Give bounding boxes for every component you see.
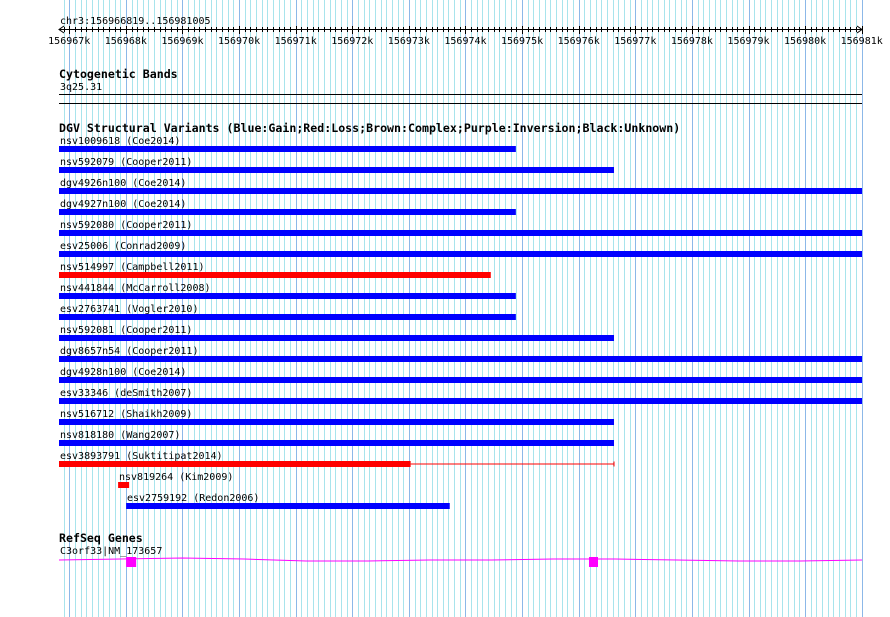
sv-feature-bar[interactable] <box>59 167 615 173</box>
sv-feature[interactable]: dgv4927n100 (Coe2014) <box>59 199 516 215</box>
ruler-tick-label: 156970k <box>218 36 260 47</box>
sv-feature-label: nsv441844 (McCarroll2008) <box>60 283 211 294</box>
sv-feature[interactable]: dgv8657n54 (Cooper2011) <box>59 346 862 362</box>
ruler-tick-label: 156981k <box>841 36 883 47</box>
sv-feature-bar[interactable] <box>59 461 411 467</box>
sv-feature-label: esv2763741 (Vogler2010) <box>60 304 198 315</box>
sv-feature[interactable]: nsv441844 (McCarroll2008) <box>59 283 516 299</box>
ruler-tick-label: 156973k <box>388 36 430 47</box>
ruler[interactable]: 156967k 156968k 156969k 156970k 156971k 15697… <box>48 25 883 47</box>
gene-exon[interactable] <box>126 557 137 567</box>
ruler-tick-label: 156976k <box>558 36 600 47</box>
ruler-tick-label: 156980k <box>784 36 826 47</box>
sv-feature-bar[interactable] <box>59 146 516 152</box>
refseq-track-title[interactable]: RefSeq Genes <box>59 531 143 545</box>
sv-feature[interactable]: esv33346 (deSmith2007) <box>59 388 862 404</box>
sv-feature-bar[interactable] <box>59 188 862 194</box>
dgv-track-title[interactable]: DGV Structural Variants (Blue:Gain;Red:L… <box>59 121 680 135</box>
gene-exon[interactable] <box>588 557 598 567</box>
dgv-features: nsv1009618 (Coe2014) nsv592079 (Cooper201… <box>59 136 862 509</box>
sv-feature-bar[interactable] <box>59 377 862 383</box>
ruler-tick-label: 156971k <box>275 36 317 47</box>
gene-intron-line <box>58 557 863 562</box>
sv-feature[interactable]: nsv592080 (Cooper2011) <box>59 220 862 236</box>
cyto-track-title[interactable]: Cytogenetic Bands <box>59 67 178 81</box>
sv-feature-label: nsv514997 (Campbell2011) <box>60 262 205 273</box>
sv-feature-label: dgv4927n100 (Coe2014) <box>60 199 186 210</box>
sv-feature-label: dgv4928n100 (Coe2014) <box>60 367 186 378</box>
sv-feature[interactable]: nsv592079 (Cooper2011) <box>59 157 615 173</box>
sv-feature[interactable]: dgv4926n100 (Coe2014) <box>59 178 862 194</box>
grid-lines <box>64 0 863 617</box>
sv-feature-bar[interactable] <box>59 314 516 320</box>
sv-feature-label: dgv8657n54 (Cooper2011) <box>60 346 198 357</box>
sv-feature[interactable]: nsv514997 (Campbell2011) <box>59 262 491 278</box>
ruler-tick-label: 156977k <box>614 36 656 47</box>
ruler-tick-label: 156975k <box>501 36 543 47</box>
sv-feature[interactable]: esv3893791 (Suktitipat2014) <box>59 451 615 467</box>
sv-feature-bar[interactable] <box>59 230 862 236</box>
sv-feature-bar[interactable] <box>59 272 491 278</box>
sv-feature-bar[interactable] <box>59 209 516 215</box>
sv-feature-bar[interactable] <box>59 335 615 341</box>
sv-feature[interactable]: nsv818180 (Wang2007) <box>59 430 615 446</box>
sv-feature-label: nsv516712 (Shaikh2009) <box>60 409 192 420</box>
sv-feature[interactable]: nsv1009618 (Coe2014) <box>59 136 516 152</box>
sv-feature-bar[interactable] <box>59 419 615 425</box>
sv-feature-bar[interactable] <box>59 356 862 362</box>
sv-feature[interactable]: dgv4928n100 (Coe2014) <box>59 367 862 383</box>
sv-feature[interactable]: nsv592081 (Cooper2011) <box>59 325 615 341</box>
sv-feature-bar[interactable] <box>126 503 450 509</box>
ruler-tick-label: 156967k <box>48 36 90 47</box>
region-label: chr3:156966819..156981005 <box>60 16 211 27</box>
sv-feature-label: esv3893791 (Suktitipat2014) <box>60 451 223 462</box>
ruler-tick-label: 156972k <box>331 36 373 47</box>
sv-feature[interactable]: esv2763741 (Vogler2010) <box>59 304 516 320</box>
sv-feature-label: nsv592081 (Cooper2011) <box>60 325 192 336</box>
sv-feature-bar[interactable] <box>59 251 862 257</box>
sv-feature-bar[interactable] <box>59 293 516 299</box>
ruler-tick-label: 156974k <box>444 36 486 47</box>
ruler-tick-label: 156968k <box>105 36 147 47</box>
sv-feature-label: esv33346 (deSmith2007) <box>60 388 192 399</box>
gene-model[interactable] <box>58 557 863 567</box>
sv-feature-label: nsv592079 (Cooper2011) <box>60 157 192 168</box>
sv-feature-label: nsv1009618 (Coe2014) <box>60 136 180 147</box>
sv-feature-label: esv2759192 (Redon2006) <box>127 493 259 504</box>
sv-feature-label: esv25006 (Conrad2009) <box>60 241 186 252</box>
sv-feature-label: dgv4926n100 (Coe2014) <box>60 178 186 189</box>
cyto-band-label: 3q25.31 <box>60 82 102 93</box>
sv-feature[interactable]: nsv819264 (Kim2009) <box>118 472 233 488</box>
ruler-tick-label: 156979k <box>727 36 769 47</box>
sv-feature[interactable]: esv2759192 (Redon2006) <box>126 493 450 509</box>
ruler-tick-label: 156969k <box>161 36 203 47</box>
scroll-left-arrow-icon[interactable] <box>58 25 65 34</box>
sv-feature[interactable]: esv25006 (Conrad2009) <box>59 241 862 257</box>
sv-feature-label: nsv592080 (Cooper2011) <box>60 220 192 231</box>
ruler-tick-label: 156978k <box>671 36 713 47</box>
sv-feature-bar[interactable] <box>59 398 862 404</box>
sv-feature-bar[interactable] <box>59 440 615 446</box>
gene-label[interactable]: C3orf33|NM_173657 <box>60 546 162 557</box>
sv-feature[interactable]: nsv516712 (Shaikh2009) <box>59 409 615 425</box>
sv-feature-bar[interactable] <box>118 482 130 488</box>
sv-feature-label: nsv818180 (Wang2007) <box>60 430 180 441</box>
sv-feature-label: nsv819264 (Kim2009) <box>119 472 233 483</box>
